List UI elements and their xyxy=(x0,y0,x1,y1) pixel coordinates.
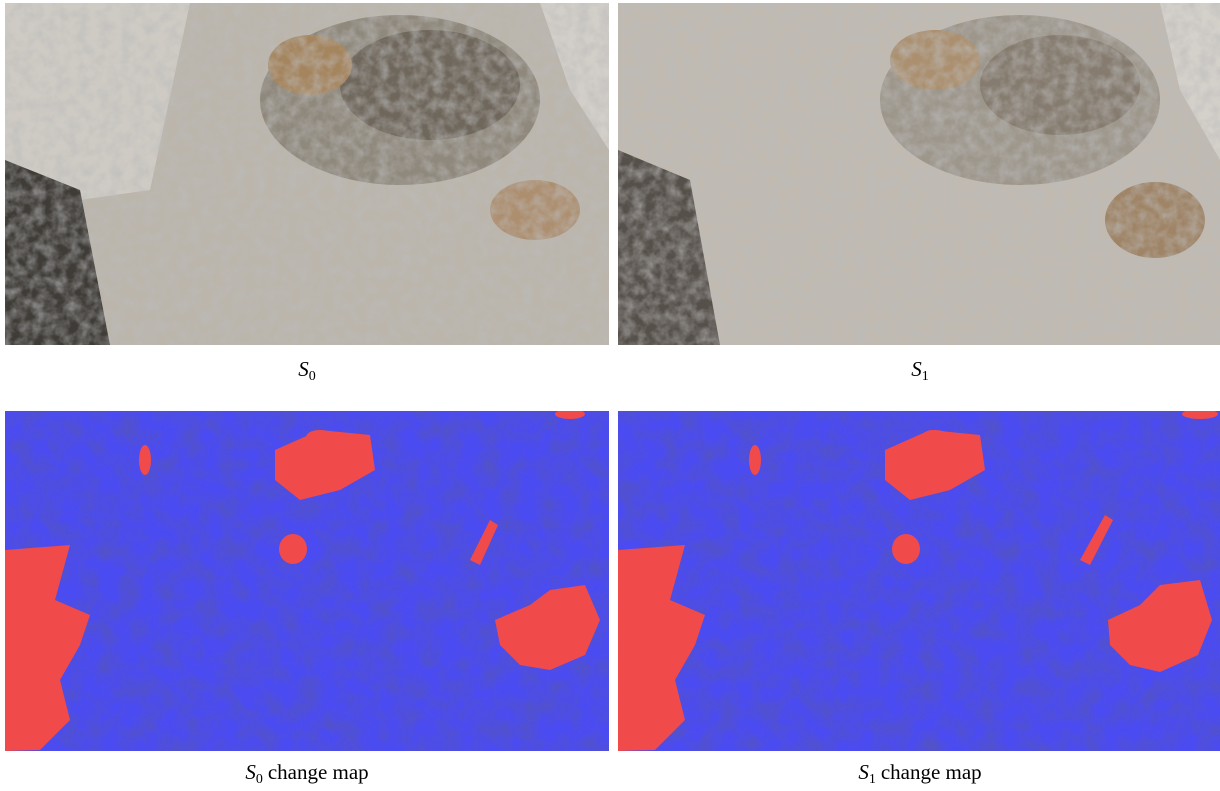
caption-symbol: S xyxy=(245,760,256,784)
caption: S1 change map xyxy=(618,760,1220,788)
caption-subscript: 1 xyxy=(869,772,876,787)
caption-text: change map xyxy=(881,760,982,784)
change-map-s1 xyxy=(618,409,1220,751)
caption-subscript: 0 xyxy=(256,772,263,787)
photo-s0 xyxy=(5,3,609,345)
page: S0 S1 S0change map S1change map (() => {… xyxy=(0,0,1220,791)
caption: S0 change map xyxy=(5,760,609,788)
figure xyxy=(0,0,1220,791)
caption-subscript: 1 xyxy=(922,369,929,384)
caption: S0 xyxy=(5,357,609,385)
caption-symbol: S xyxy=(858,760,869,784)
caption-symbol: S xyxy=(298,357,309,381)
caption-text: change map xyxy=(268,760,369,784)
caption-symbol: S xyxy=(911,357,922,381)
caption: S1 xyxy=(618,357,1220,385)
caption-subscript: 0 xyxy=(309,369,316,384)
change-map-s0 xyxy=(5,409,609,751)
photo-s1 xyxy=(618,3,1220,345)
